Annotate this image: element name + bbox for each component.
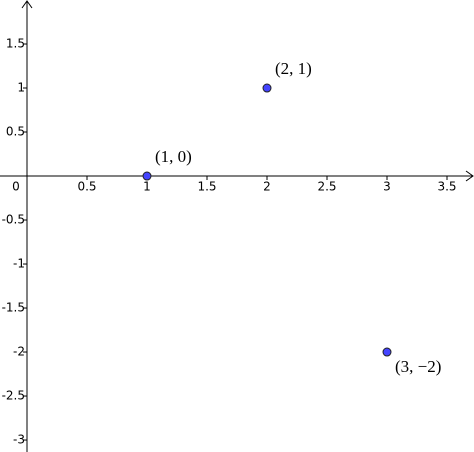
y-axis-arrow — [21, 0, 33, 9]
x-tick-label: 0 — [12, 180, 20, 194]
point-label: (3, −2) — [395, 357, 441, 376]
point — [262, 83, 272, 93]
x-tick-label: 0.5 — [77, 180, 96, 194]
y-tick-label: -2.5 — [2, 389, 25, 403]
x-tick-label: 1.5 — [197, 180, 216, 194]
x-tick-label: 2.5 — [317, 180, 336, 194]
y-tick-label: 1 — [17, 81, 25, 95]
y-tick-label: -1 — [13, 257, 25, 271]
point-label: (1, 0) — [155, 147, 192, 166]
y-tick-label: -3 — [13, 433, 25, 447]
x-tick-label: 1 — [143, 180, 151, 194]
x-tick-label: 3.5 — [437, 180, 456, 194]
y-tick-label: -1.5 — [2, 301, 25, 315]
point — [382, 347, 392, 357]
y-tick-label: -0.5 — [2, 213, 25, 227]
y-tick-label: 1.5 — [6, 37, 25, 51]
x-tick-label: 2 — [263, 180, 271, 194]
point-label: (2, 1) — [275, 59, 312, 78]
x-axis-arrow — [465, 170, 474, 182]
y-tick-label: 0.5 — [6, 125, 25, 139]
point — [142, 171, 152, 181]
x-tick-label: 3 — [383, 180, 391, 194]
y-tick-label: -2 — [13, 345, 25, 359]
